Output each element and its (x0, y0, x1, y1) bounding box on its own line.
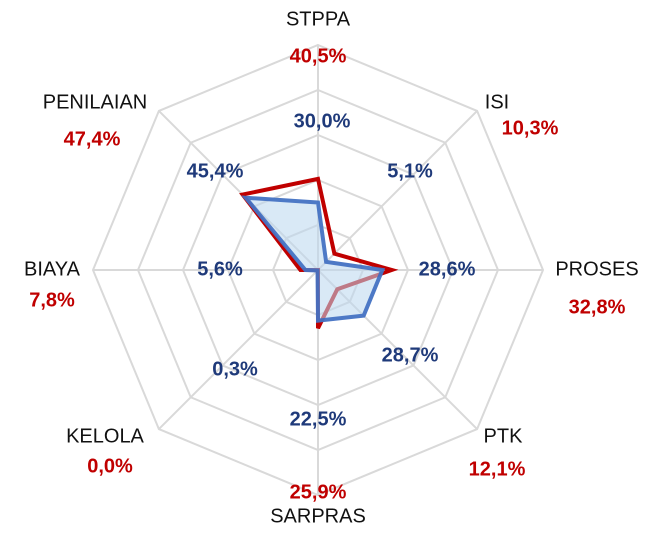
category-label: PENILAIAN (43, 91, 147, 113)
data-label: 45,4% (187, 160, 244, 182)
data-label: 28,7% (382, 344, 439, 366)
data-label: 12,1% (469, 458, 526, 480)
data-label: 10,3% (502, 117, 559, 139)
data-label: 22,5% (290, 408, 347, 430)
data-label: 5,1% (387, 160, 433, 182)
data-label: 40,5% (290, 45, 347, 67)
category-label: ISI (485, 91, 509, 113)
radar-area (241, 195, 386, 323)
spoke (158, 269, 319, 430)
data-label: 32,8% (569, 296, 626, 318)
category-label: PROSES (555, 258, 638, 280)
spoke (317, 110, 478, 271)
data-label: 0,3% (212, 358, 258, 380)
data-label: 5,6% (197, 258, 243, 280)
data-label: 28,6% (419, 258, 476, 280)
category-label: BIAYA (24, 258, 81, 280)
category-label: SARPRAS (270, 505, 366, 527)
data-label: 47,4% (64, 128, 121, 150)
data-label: 0,0% (87, 455, 133, 477)
category-label: PTK (484, 425, 524, 447)
category-label: KELOLA (66, 425, 144, 447)
data-label: 7,8% (29, 289, 75, 311)
category-label: STPPA (286, 8, 351, 30)
data-label: 25,9% (290, 481, 347, 503)
data-label: 30,0% (294, 110, 351, 132)
